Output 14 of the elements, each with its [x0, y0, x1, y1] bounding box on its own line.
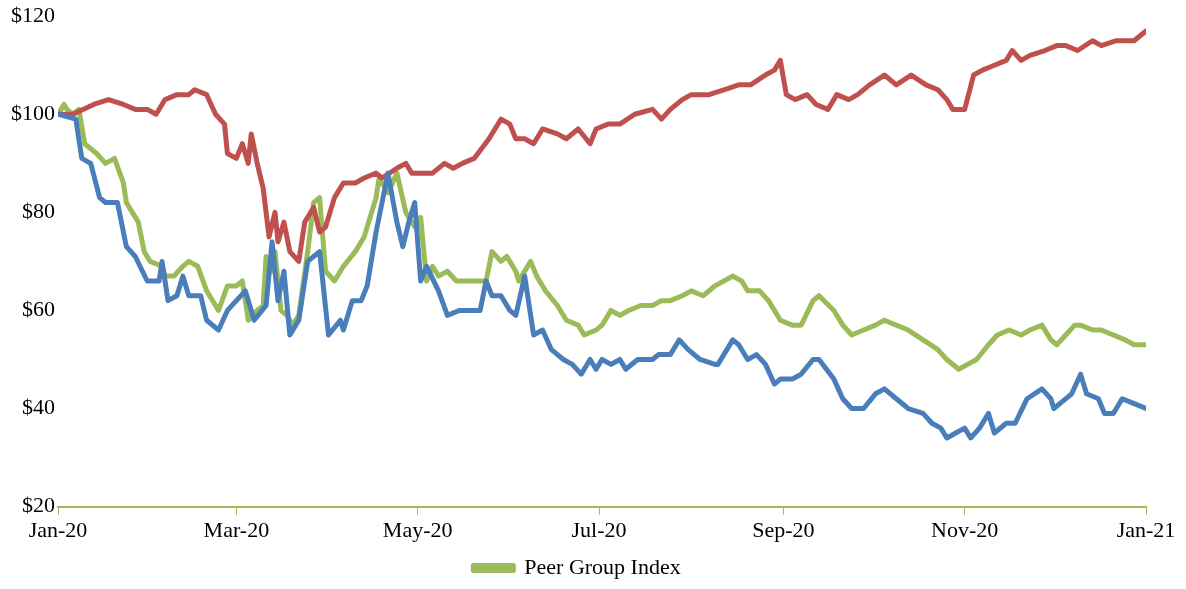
y-tick-label: $120	[11, 1, 55, 27]
y-tick-label: $80	[22, 198, 55, 224]
x-tick-label: Sep-20	[752, 516, 815, 542]
x-tick-label: Jan-20	[28, 516, 88, 542]
x-tick-label: Jul-20	[571, 516, 627, 542]
x-tick-label: Mar-20	[203, 516, 270, 542]
legend-label: Peer Group Index	[524, 553, 681, 579]
x-tick-label: May-20	[382, 516, 453, 542]
x-tick-label: Jan-21	[1116, 516, 1176, 542]
y-tick-label: $40	[22, 394, 55, 420]
y-tick-label: $100	[11, 100, 55, 126]
y-tick-label: $60	[22, 296, 55, 322]
y-tick-label: $20	[22, 492, 55, 518]
x-tick-label: Nov-20	[931, 516, 999, 542]
